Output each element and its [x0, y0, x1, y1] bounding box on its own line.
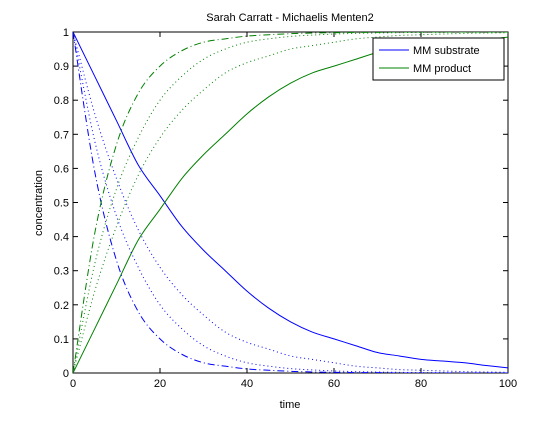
x-tick-label: 20: [154, 378, 166, 390]
curve-3-line: [73, 32, 508, 373]
y-tick-label: 0.1: [54, 334, 69, 346]
y-axis-label: concentration: [33, 170, 45, 236]
y-tick-label: 0.8: [54, 95, 69, 107]
plot-layer: 0 20 40 60 80 100 0 0.1 0.2 0.3 0.4 0.5 0.6 0.7 0.8 0.9…: [54, 27, 517, 390]
x-tick-label: 40: [241, 378, 253, 390]
y-tick-label: 0.7: [54, 129, 69, 141]
plot-area: [72, 31, 509, 374]
y-tick-label: 0.6: [54, 163, 69, 175]
curve-4-line: [73, 32, 508, 373]
y-tick-label: 0.2: [54, 300, 69, 312]
y-tick-label: 0: [63, 368, 69, 380]
curve-8-line: [73, 32, 508, 373]
legend-label-mm-product: MM product: [413, 63, 471, 75]
mm-substrate-line: [73, 32, 508, 369]
y-tick-label: 0.9: [54, 61, 69, 73]
curve-7-line: [73, 32, 508, 373]
y-tick-label: 0.3: [54, 266, 69, 278]
legend-label-mm-substrate: MM substrate: [413, 45, 480, 57]
x-tick-label: 0: [70, 378, 76, 390]
curve-6-line: [73, 32, 508, 373]
chart-title: Sarah Carratt - Michaelis Menten2: [206, 12, 374, 24]
x-tick-label: 60: [328, 378, 340, 390]
x-tick-label: 80: [415, 378, 427, 390]
y-tick-label: 0.5: [54, 198, 69, 210]
legend: MM substrate MM product: [372, 37, 505, 81]
y-tick-label: 0.4: [54, 232, 69, 244]
y-tick-label: 1: [63, 27, 69, 39]
x-tick-label: 100: [499, 378, 517, 390]
legend-box: [372, 37, 505, 81]
x-axis-label: time: [280, 399, 301, 411]
curve-5-line: [73, 32, 508, 373]
